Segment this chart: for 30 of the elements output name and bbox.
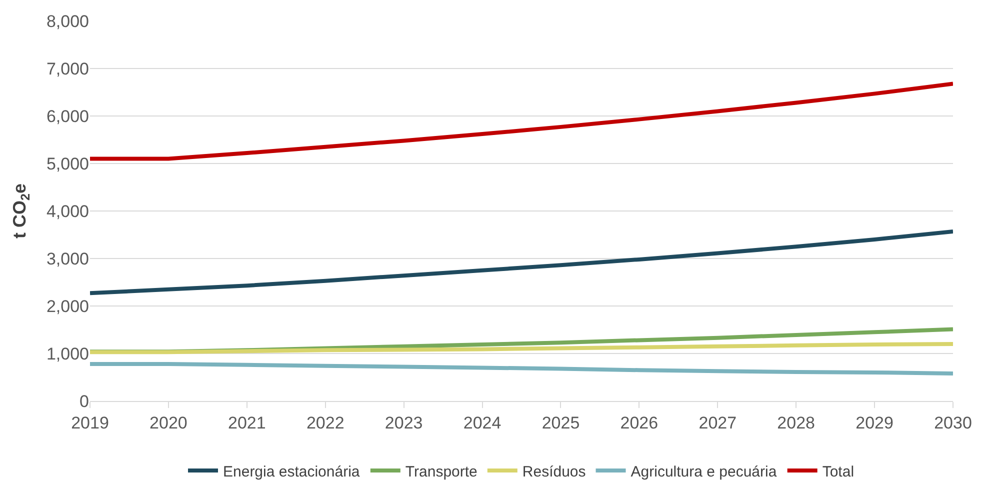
x-tick-label: 2021 <box>228 413 266 432</box>
x-tick-label: 2020 <box>150 413 188 432</box>
y-tick-label: 0 <box>80 392 89 411</box>
x-tick-label: 2024 <box>463 413 502 432</box>
line-series <box>90 362 953 376</box>
x-tick-label: 2027 <box>698 413 737 432</box>
y-tick-label: 1,000 <box>46 344 89 364</box>
line-series <box>90 342 953 354</box>
line-series <box>90 229 953 296</box>
x-tick-label: 2022 <box>306 413 344 432</box>
y-tick-label: 2,000 <box>46 296 89 316</box>
y-tick-label: 7,000 <box>46 59 89 78</box>
legend-label: Resíduos <box>522 463 586 480</box>
y-tick-label: 4,000 <box>46 202 89 221</box>
legend-label: Transporte <box>405 463 478 480</box>
legend-label: Total <box>822 463 854 480</box>
x-tick-label: 2023 <box>384 413 423 432</box>
x-tick-label: 2030 <box>934 413 972 432</box>
legend-label: Agricultura e pecuária <box>630 463 778 480</box>
x-tick-label: 2019 <box>71 413 109 432</box>
y-tick-label: 5,000 <box>46 154 89 174</box>
x-tick-label: 2026 <box>620 413 658 432</box>
x-tick-label: 2028 <box>777 413 816 432</box>
y-tick-label: 3,000 <box>46 249 89 268</box>
legend-label: Energia estacionária <box>223 463 360 480</box>
x-tick-label: 2025 <box>542 413 580 432</box>
line-series <box>90 82 953 161</box>
x-tick-label: 2029 <box>856 413 894 432</box>
y-tick-label: 6,000 <box>46 106 89 126</box>
y-tick-label: 8,000 <box>46 12 89 31</box>
